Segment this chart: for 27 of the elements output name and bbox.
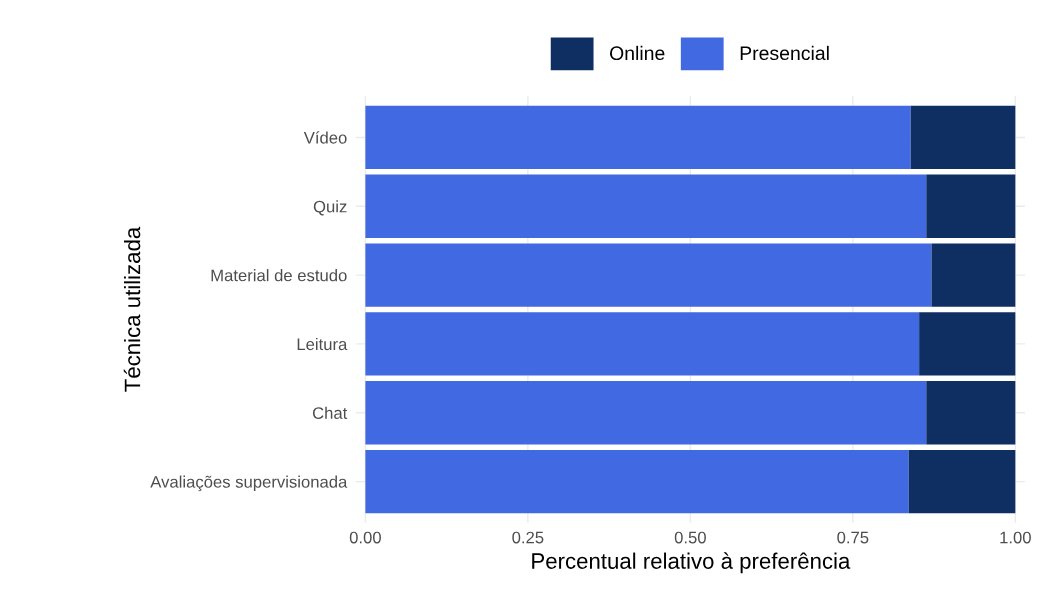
bar xyxy=(365,312,920,376)
x-tick-label: 1.00 xyxy=(1000,531,1031,544)
y-tick-label: Leitura xyxy=(297,337,348,351)
y-tick-label: Chat xyxy=(312,406,348,419)
bar xyxy=(365,243,932,307)
y-axis-title: Técnica utilizada xyxy=(123,226,141,392)
bar xyxy=(908,449,1016,514)
bar xyxy=(931,243,1016,307)
bar xyxy=(365,381,927,445)
x-tick-label: 0.75 xyxy=(837,531,869,544)
x-tick-label: 0.50 xyxy=(674,531,706,544)
bar xyxy=(910,105,1016,170)
bar xyxy=(365,105,911,170)
x-tick-label: 0.25 xyxy=(512,531,544,544)
x-axis-title: Percentual relativo à preferência xyxy=(532,552,851,574)
bar xyxy=(365,174,927,238)
bar xyxy=(365,449,909,514)
legend-label: Online xyxy=(610,45,665,61)
bar xyxy=(926,381,1016,445)
x-tick-label: 0.00 xyxy=(349,531,381,544)
bar xyxy=(926,174,1016,238)
y-tick-label: Avaliações supervisionada xyxy=(150,475,348,492)
legend-label: Presencial xyxy=(740,45,829,61)
y-tick-label: Vídeo xyxy=(303,131,347,144)
bar xyxy=(919,312,1016,376)
y-tick-label: Material de estudo xyxy=(211,269,347,282)
y-tick-label: Quiz xyxy=(313,200,347,216)
